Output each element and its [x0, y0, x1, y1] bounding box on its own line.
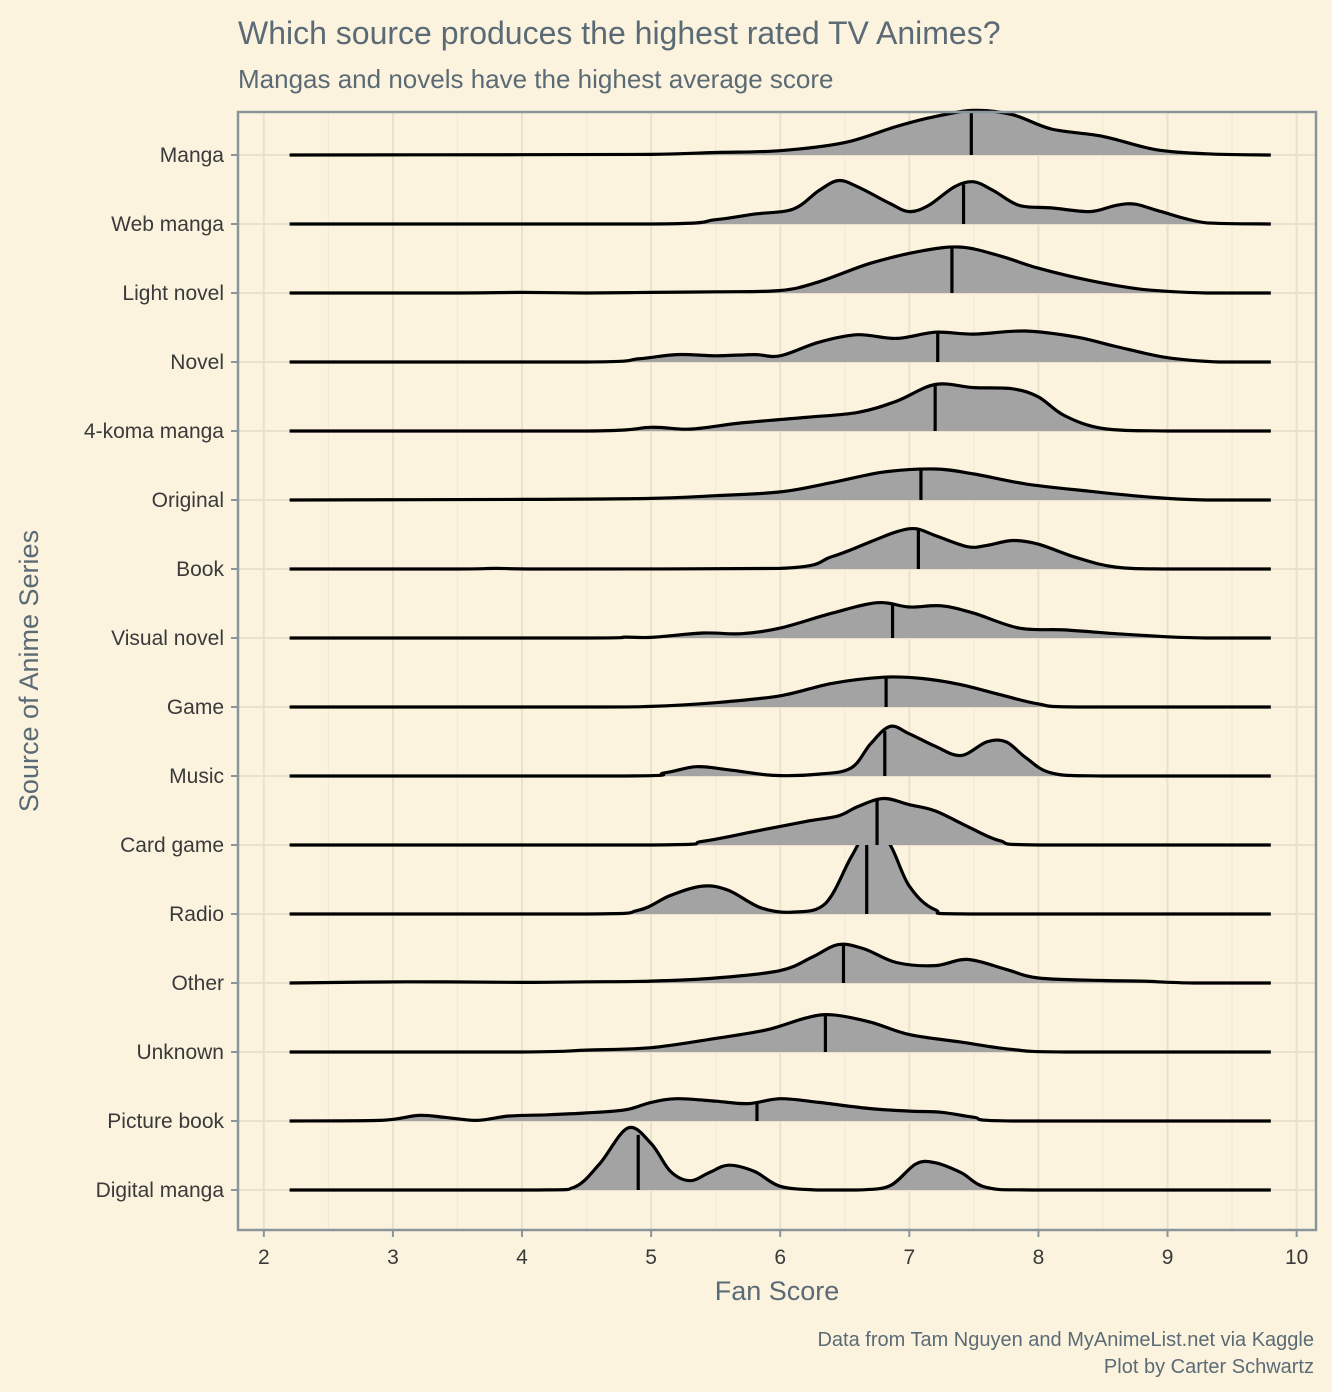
y-tick-label: Music [169, 765, 224, 788]
ridge-book [289, 526, 1271, 571]
x-tick-label: 2 [258, 1246, 270, 1269]
ridge-outline [289, 1097, 1271, 1123]
ridge-visual-novel [289, 600, 1271, 640]
ridge-area [289, 944, 1271, 983]
ridge-digital-manga [289, 1125, 1271, 1192]
y-axis: Digital manga Picture book Unknown Other Rad… [84, 144, 238, 1202]
y-tick-label: Card game [120, 834, 224, 857]
ridge-outline [289, 796, 1271, 847]
y-tick-label: Other [171, 972, 224, 995]
y-axis-title: Source of Anime Series [14, 530, 44, 812]
ridge-music [289, 724, 1271, 778]
ridge-outline [289, 467, 1271, 502]
ridge-area [289, 468, 1271, 500]
x-tick-label: 10 [1285, 1246, 1308, 1269]
ridge-novel [289, 329, 1271, 364]
ridge-game [289, 675, 1271, 709]
ridge-outline [289, 724, 1271, 778]
ridge-area [289, 330, 1271, 362]
ridge-outline [289, 382, 1271, 433]
ridge-outline [289, 245, 1271, 295]
ridges [289, 108, 1271, 1192]
caption-data-source: Data from Tam Nguyen and MyAnimeList.net… [817, 1329, 1314, 1351]
y-tick-label: Digital manga [96, 1179, 225, 1202]
ridge-outline [289, 675, 1271, 709]
ridge-outline [289, 1125, 1271, 1192]
panel-border [236, 110, 1318, 1232]
x-tick-label: 8 [1033, 1246, 1045, 1269]
y-tick-label: Web manga [111, 213, 224, 236]
ridge-4-koma-manga [289, 382, 1271, 433]
y-tick-label: Radio [169, 903, 224, 926]
ridge-picture-book [289, 1097, 1271, 1123]
y-tick-label: Book [176, 558, 224, 581]
ridge-area [289, 726, 1271, 776]
ridge-outline [289, 329, 1271, 364]
ridge-outline [289, 1013, 1271, 1054]
ridge-manga [289, 108, 1271, 157]
x-tick-label: 4 [516, 1246, 528, 1269]
y-tick-label: Manga [160, 144, 225, 167]
y-tick-label: Picture book [107, 1110, 224, 1133]
ridge-area [289, 383, 1271, 431]
ridge-web-manga [289, 178, 1271, 226]
x-tick-label: 9 [1162, 1246, 1174, 1269]
ridge-outline [289, 600, 1271, 640]
y-tick-label: Original [152, 489, 224, 512]
y-tick-label: Game [167, 696, 224, 719]
ridge-outline [289, 526, 1271, 571]
ridge-outline [289, 825, 1271, 916]
ridge-card-game [289, 796, 1271, 847]
x-axis: 2 3 4 5 6 7 8 9 10 [258, 1230, 1308, 1269]
ridge-outline [289, 108, 1271, 157]
grid [238, 112, 1316, 1230]
chart-subtitle: Mangas and novels have the highest avera… [238, 64, 834, 94]
ridge-area [289, 1014, 1271, 1052]
ridge-radio [289, 825, 1271, 916]
ridge-area [289, 676, 1271, 707]
y-tick-label: Visual novel [111, 627, 224, 650]
ridge-area [289, 246, 1271, 293]
x-tick-label: 3 [387, 1246, 399, 1269]
x-tick-label: 7 [903, 1246, 915, 1269]
chart-title: Which source produces the highest rated … [238, 15, 1000, 51]
ridge-area [289, 528, 1271, 569]
y-tick-label: Unknown [136, 1041, 224, 1064]
ridge-area [289, 180, 1271, 224]
y-tick-label: Light novel [122, 282, 224, 305]
ridge-unknown [289, 1013, 1271, 1054]
y-tick-label: Novel [170, 351, 224, 374]
caption-author: Plot by Carter Schwartz [1104, 1356, 1314, 1378]
x-tick-label: 5 [645, 1246, 657, 1269]
ridge-area [289, 110, 1271, 155]
x-tick-label: 6 [774, 1246, 786, 1269]
ridge-outline [289, 942, 1271, 985]
ridge-other [289, 942, 1271, 985]
ridge-outline [289, 178, 1271, 226]
ridge-light-novel [289, 245, 1271, 295]
ridge-original [289, 467, 1271, 502]
y-tick-label: 4-koma manga [84, 420, 224, 443]
x-axis-title: Fan Score [715, 1276, 840, 1306]
ridge-area [289, 798, 1271, 845]
